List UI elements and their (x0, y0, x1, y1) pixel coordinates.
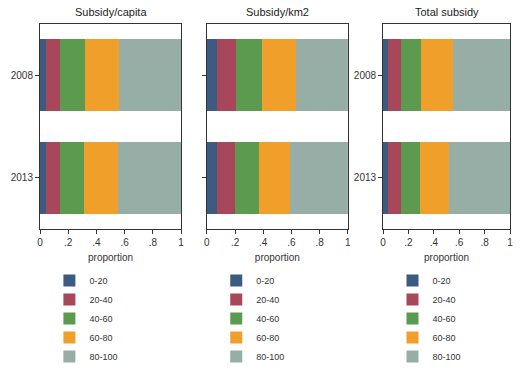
svg-text:0: 0 (204, 237, 210, 248)
svg-text:.6: .6 (455, 237, 464, 248)
svg-text:80-100: 80-100 (256, 352, 284, 362)
svg-text:proportion: proportion (424, 252, 469, 263)
svg-text:60-80: 60-80 (256, 333, 279, 343)
svg-text:40-60: 40-60 (89, 314, 112, 324)
svg-text:0-20: 0-20 (433, 276, 451, 286)
svg-text:20-40: 20-40 (256, 295, 279, 305)
svg-text:1: 1 (345, 237, 351, 248)
svg-text:0: 0 (37, 237, 43, 248)
svg-text:40-60: 40-60 (433, 314, 456, 324)
svg-text:.2: .2 (404, 237, 413, 248)
svg-text:.6: .6 (287, 237, 296, 248)
svg-text:80-100: 80-100 (433, 352, 461, 362)
svg-text:1: 1 (178, 237, 184, 248)
svg-text:80-100: 80-100 (89, 352, 117, 362)
svg-text:60-80: 60-80 (433, 333, 456, 343)
svg-text:.8: .8 (480, 237, 489, 248)
svg-text:2013: 2013 (354, 172, 377, 183)
svg-text:proportion: proportion (255, 252, 300, 263)
svg-text:1: 1 (507, 237, 513, 248)
svg-text:Subsidy/capita: Subsidy/capita (75, 6, 147, 18)
svg-text:0-20: 0-20 (89, 276, 107, 286)
svg-text:.4: .4 (92, 237, 101, 248)
svg-text:.8: .8 (315, 237, 324, 248)
svg-text:.6: .6 (120, 237, 129, 248)
svg-text:20-40: 20-40 (433, 295, 456, 305)
svg-text:.2: .2 (64, 237, 73, 248)
svg-text:Subsidy/km2: Subsidy/km2 (246, 6, 309, 18)
svg-text:2008: 2008 (11, 70, 34, 81)
svg-text:2008: 2008 (354, 70, 377, 81)
svg-text:40-60: 40-60 (256, 314, 279, 324)
svg-text:.4: .4 (430, 237, 439, 248)
svg-text:proportion: proportion (88, 252, 133, 263)
svg-text:0-20: 0-20 (256, 276, 274, 286)
svg-text:60-80: 60-80 (89, 333, 112, 343)
svg-text:2013: 2013 (11, 172, 34, 183)
svg-text:.8: .8 (149, 237, 158, 248)
svg-text:Total subsidy: Total subsidy (415, 6, 479, 18)
svg-text:0: 0 (380, 237, 386, 248)
svg-text:.4: .4 (259, 237, 268, 248)
svg-text:20-40: 20-40 (89, 295, 112, 305)
svg-text:.2: .2 (231, 237, 240, 248)
